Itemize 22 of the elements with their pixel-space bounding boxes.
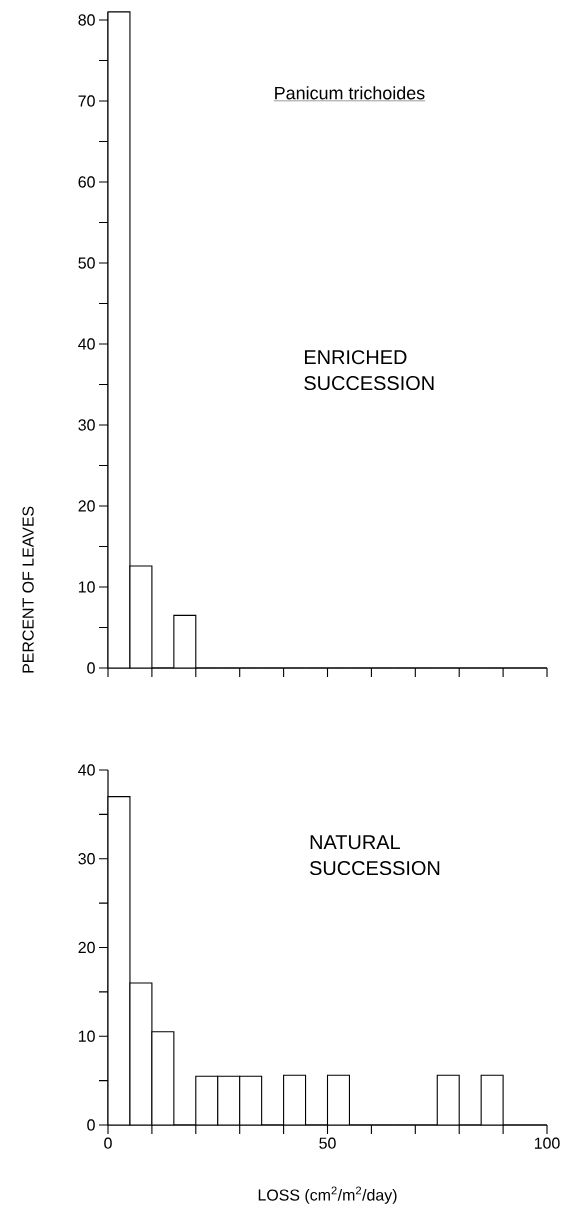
annotation: NATURAL SUCCESSION: [309, 835, 440, 876]
y-tick-label: 40: [78, 764, 95, 776]
text: Panicum trichoides: [275, 86, 425, 100]
y-tick-label: 30: [78, 419, 95, 431]
y-tick-label: 10: [78, 1030, 95, 1042]
y-tick-label: 30: [78, 853, 95, 865]
y-axis-title: PERCENT OF LEAVES: [22, 506, 34, 673]
y-tick-label: 20: [78, 941, 95, 954]
x-tick-label: 0: [104, 1137, 112, 1149]
y-tick-label: 50: [78, 257, 95, 269]
annotation: ENRICHED SUCCESSION: [304, 350, 434, 391]
x-tick-label: 50: [319, 1137, 336, 1149]
y-tick-label: 80: [78, 14, 95, 26]
x-axis-title: LOSS (cm$^{2}$/m$^{2}$/day): [258, 1186, 397, 1204]
y-tick-label: 10: [78, 581, 95, 593]
y-tick-label: 0: [87, 1119, 95, 1131]
y-tick-label: 20: [78, 500, 95, 512]
y-tick-label: 40: [78, 338, 95, 350]
x-tick-label: 100: [534, 1137, 560, 1149]
y-tick-label: 60: [78, 176, 95, 188]
y-tick-label: 0: [87, 662, 95, 674]
y-tick-label: 70: [78, 95, 95, 107]
